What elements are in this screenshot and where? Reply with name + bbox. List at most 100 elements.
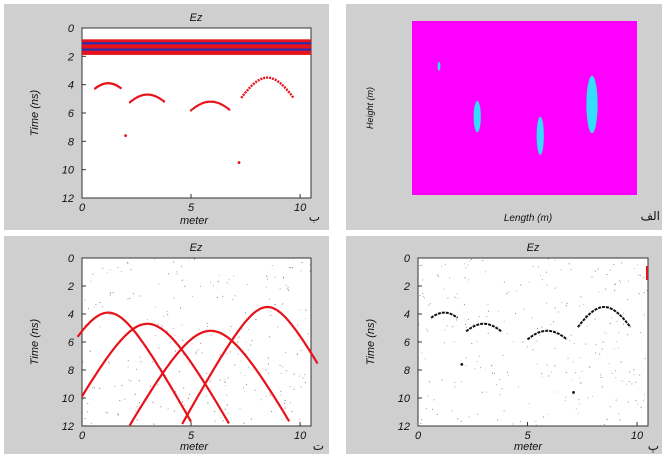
noise-dot	[618, 332, 620, 334]
noise-dot	[198, 328, 200, 330]
noise-dot	[418, 340, 420, 342]
noise-dot	[454, 296, 456, 298]
noise-dot	[419, 294, 421, 296]
y-axis-label: Height (m)	[365, 87, 375, 129]
noise-dot	[233, 275, 235, 277]
y-tick-label: 2	[67, 51, 74, 63]
noise-dot	[550, 371, 552, 373]
noise-dot	[280, 390, 282, 392]
noise-dot	[421, 264, 423, 266]
noise-dot	[238, 336, 240, 338]
noise-dot	[280, 394, 282, 396]
noise-dot	[592, 396, 593, 397]
noise-dot	[117, 266, 119, 268]
noise-dot	[476, 341, 478, 343]
noise-dot	[460, 420, 462, 422]
axis-ticks: 0 2 4 6 8 10 12 0 5 10	[62, 253, 307, 442]
noise-dot	[277, 326, 279, 328]
noise-dot	[305, 318, 307, 320]
noise-dot	[173, 261, 174, 263]
y-tick-label: 12	[398, 421, 410, 433]
noise-dot	[152, 361, 154, 363]
noise-dot	[172, 328, 174, 329]
noise-dot	[536, 340, 538, 342]
panel-top-right: Length (m) Height (m) الف	[346, 4, 662, 230]
hyperbola-point	[228, 108, 231, 111]
noise-dot	[640, 406, 642, 408]
y-tick-label: 4	[404, 309, 410, 321]
x-tick-label: 0	[415, 430, 422, 442]
noise-dot	[554, 365, 556, 367]
chart-title: Ez	[190, 242, 203, 254]
noise-dot	[174, 334, 176, 336]
chart-title: Ez	[527, 242, 540, 254]
noise-dot	[206, 373, 208, 374]
noise-dot	[108, 363, 110, 365]
noise-dot	[228, 279, 230, 281]
noise-dot	[218, 274, 220, 276]
noise-dot	[149, 385, 151, 387]
noise-dot	[609, 322, 611, 324]
noise-dot	[158, 283, 160, 285]
axis-ticks: 0 2 4 6 8 10 12 0 5 10	[398, 253, 644, 442]
hyperbola-curve	[240, 76, 295, 99]
noise-dot	[554, 347, 556, 349]
noise-dot	[526, 346, 528, 348]
noise-dot	[444, 342, 445, 344]
noise-dot	[130, 380, 132, 382]
noise-dot	[222, 420, 224, 422]
noise-dot	[127, 298, 129, 300]
noise-dot	[422, 279, 424, 281]
noise-dot	[94, 387, 95, 389]
noise-dot	[613, 264, 615, 266]
noise-dot	[541, 326, 543, 328]
noise-dot	[260, 399, 262, 401]
noise-dot	[432, 408, 433, 410]
noise-dot	[586, 325, 588, 327]
direct-wave-band	[82, 48, 311, 51]
noise-dot	[617, 347, 619, 349]
noise-dot	[270, 314, 272, 316]
noise-dot	[638, 274, 639, 276]
noise-dot	[174, 410, 176, 412]
y-tick-label: 0	[68, 253, 75, 265]
noise-dot	[615, 370, 617, 372]
noise-dot	[195, 351, 197, 353]
noise-dot	[282, 366, 284, 368]
noise-dot	[304, 374, 306, 376]
noise-dot	[538, 266, 539, 268]
noise-dot	[437, 276, 439, 278]
noise-dot	[176, 271, 178, 273]
noise-dot	[274, 276, 276, 278]
noise-dot	[201, 352, 203, 354]
noise-dot	[561, 302, 563, 304]
chart-bottom-right: Ez meter Time (ns) پ 0 2 4 6 8 10 12 0 5 10	[365, 242, 659, 453]
noise-dot	[305, 309, 307, 311]
noise-dot	[516, 290, 518, 292]
noise-dot	[522, 341, 524, 343]
noise-dot	[452, 326, 454, 328]
noise-dot	[558, 311, 560, 313]
noise-dot	[127, 366, 129, 368]
noise-dot	[471, 342, 473, 344]
noise-dot	[237, 353, 239, 355]
noise-dot	[187, 397, 189, 399]
noise-dot	[181, 265, 182, 267]
noise-dot	[601, 348, 603, 350]
noise-dot	[84, 424, 86, 426]
noise-dot	[248, 366, 250, 368]
noise-dot	[465, 357, 467, 359]
noise-dot	[535, 424, 537, 426]
noise-dot	[230, 351, 232, 353]
noise-dot	[547, 258, 549, 260]
noise-dot	[109, 269, 111, 271]
noise-dot	[107, 412, 109, 414]
noise-dot	[587, 397, 589, 399]
noise-dot	[161, 324, 163, 326]
y-tick-label: 8	[68, 136, 75, 148]
noise-dot	[433, 399, 435, 401]
noise-dot	[182, 339, 184, 341]
buried-object	[473, 101, 481, 133]
noise-dot	[595, 344, 597, 346]
noise-dot	[575, 408, 577, 410]
